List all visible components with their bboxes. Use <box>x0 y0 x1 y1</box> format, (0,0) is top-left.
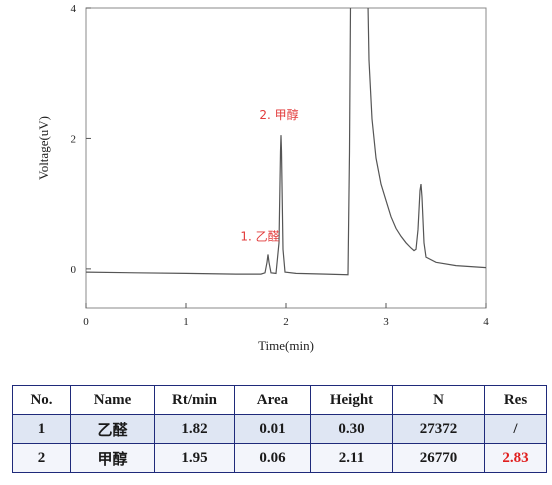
header-area: Area <box>234 385 311 415</box>
header-res: Res <box>484 385 547 415</box>
cell-area: 0.06 <box>234 443 311 473</box>
cell-height: 0.30 <box>310 414 393 444</box>
cell-n: 27372 <box>392 414 485 444</box>
series-line <box>86 8 486 276</box>
cell-area: 0.01 <box>234 414 311 444</box>
peak-annotation: 1. 乙醛 <box>240 229 279 244</box>
cell-rt: 1.82 <box>154 414 235 444</box>
cell-no: 2 <box>12 443 71 473</box>
y-axis-title: Voltage(uV) <box>36 116 51 180</box>
chart-svg: 0 1 2 3 4 0 2 4 Time(min) Voltage(uV) 1. 乙醛 2. 甲醇 <box>36 3 489 353</box>
table-header-row: No. Name Rt/min Area Height N Res <box>12 385 547 415</box>
cell-name: 甲醇 <box>70 443 155 473</box>
header-height: Height <box>310 385 393 415</box>
peak-annotation: 2. 甲醇 <box>259 107 298 122</box>
cell-res-highlight: 2.83 <box>484 443 547 473</box>
results-table: No. Name Rt/min Area Height N Res 1 乙醛 1… <box>12 385 547 473</box>
x-tick-label: 2 <box>283 316 289 328</box>
header-n: N <box>392 385 485 415</box>
y-tick-label: 4 <box>71 3 77 15</box>
table-row: 2 甲醇 1.95 0.06 2.11 26770 2.83 <box>12 443 547 473</box>
y-tick-label: 2 <box>71 133 77 145</box>
y-tick-label: 0 <box>71 264 77 276</box>
table-row: 1 乙醛 1.82 0.01 0.30 27372 / <box>12 414 547 444</box>
x-axis-title: Time(min) <box>258 338 314 353</box>
cell-height: 2.11 <box>310 443 393 473</box>
x-tick-label: 4 <box>483 316 489 328</box>
chromatogram-chart: 0 1 2 3 4 0 2 4 Time(min) Voltage(uV) 1. 乙醛 2. 甲醇 <box>36 3 489 353</box>
header-name: Name <box>70 385 155 415</box>
header-rt: Rt/min <box>154 385 235 415</box>
cell-n: 26770 <box>392 443 485 473</box>
cell-no: 1 <box>12 414 71 444</box>
header-no: No. <box>12 385 71 415</box>
x-tick-label: 3 <box>383 316 389 328</box>
cell-name: 乙醛 <box>70 414 155 444</box>
cell-res: / <box>484 414 547 444</box>
plot-frame <box>85 7 487 309</box>
cell-rt: 1.95 <box>154 443 235 473</box>
x-tick-label: 0 <box>83 316 89 328</box>
x-tick-label: 1 <box>183 316 189 328</box>
